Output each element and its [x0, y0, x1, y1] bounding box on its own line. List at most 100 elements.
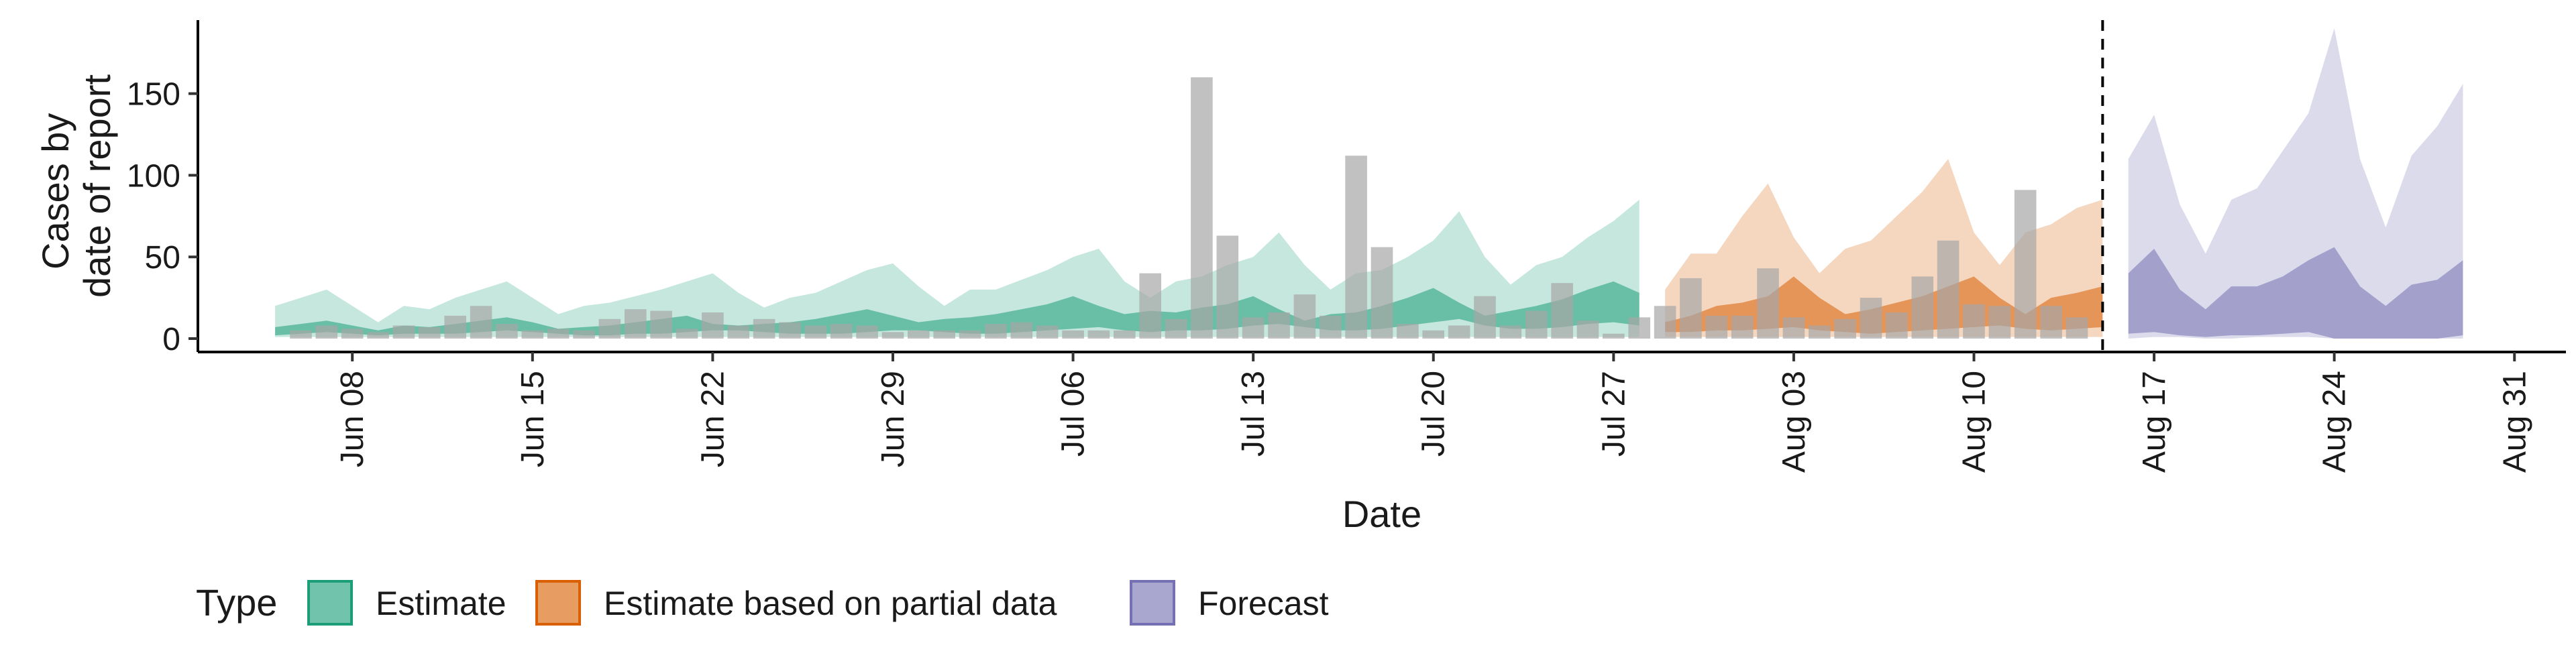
y-axis-title: Cases by date of report — [34, 74, 118, 298]
observed-cases-bar — [2040, 306, 2062, 339]
x-axis-title: Date — [1342, 493, 1421, 535]
x-axis-ticks: Jun 08 Jun 15 Jun 22 Jun 29 Jul 06 Jul 13 Jul … — [335, 352, 2532, 473]
observed-cases-bar — [1139, 273, 1161, 339]
x-tick-label: Jun 29 — [875, 371, 911, 467]
observed-cases-bar — [2014, 190, 2037, 339]
observed-cases-bar — [1576, 320, 1599, 339]
legend-key-partial — [535, 580, 581, 626]
observed-cases-bar — [1782, 317, 1805, 339]
forecast-outer-band — [2128, 28, 2463, 339]
observed-cases-bar — [650, 310, 672, 339]
observed-cases-bar — [1165, 318, 1187, 339]
observed-cases-bar — [1603, 333, 1625, 339]
observed-cases-bar — [1654, 306, 1676, 339]
observed-cases-bar — [1422, 330, 1444, 339]
observed-cases-bar — [1963, 304, 1985, 339]
observed-cases-bar — [779, 322, 801, 339]
legend: Type Estimate Estimate based on partial d… — [196, 580, 1329, 626]
observed-cases-bar — [1087, 330, 1110, 339]
observed-cases-bar — [367, 332, 389, 339]
observed-cases-bar — [419, 327, 441, 339]
x-tick-label: Aug 03 — [1776, 371, 1812, 473]
y-axis-ticks: 0 50 100 150 — [127, 77, 198, 357]
observed-cases-bar — [1809, 325, 1831, 339]
x-tick-label: Aug 17 — [2137, 371, 2172, 473]
observed-cases-bar — [1680, 278, 1702, 339]
observed-cases-bar — [1731, 315, 1754, 339]
x-tick-label: Aug 24 — [2317, 371, 2353, 473]
observed-cases-bars — [290, 77, 2088, 339]
observed-cases-bar — [1114, 330, 1136, 339]
observed-cases-bar — [985, 324, 1007, 339]
observed-cases-bar — [908, 330, 930, 339]
observed-cases-bar — [1886, 312, 1908, 339]
observed-cases-bar — [1397, 324, 1419, 339]
observed-cases-bar — [1551, 283, 1573, 339]
y-axis-title-line-2: date of report — [76, 74, 118, 298]
x-tick-label: Jul 13 — [1236, 371, 1271, 457]
x-tick-label: Jun 15 — [515, 371, 551, 467]
observed-cases-bar — [727, 325, 750, 339]
observed-cases-bar — [625, 309, 647, 339]
legend-label-partial: Estimate based on partial data — [604, 585, 1057, 622]
observed-cases-bar — [856, 325, 878, 339]
observed-cases-bar — [1010, 322, 1033, 339]
observed-cases-bar — [830, 324, 853, 339]
observed-cases-bar — [341, 329, 364, 339]
x-tick-label: Aug 10 — [1957, 371, 1992, 473]
observed-cases-bar — [1911, 276, 1934, 339]
axes — [197, 20, 2566, 353]
legend-key-estimate — [307, 580, 353, 626]
observed-cases-bar — [1242, 317, 1265, 339]
observed-cases-bar — [804, 325, 827, 339]
observed-cases-bar — [1834, 318, 1856, 339]
observed-cases-bar — [1757, 268, 1779, 339]
observed-cases-bar — [1525, 310, 1548, 339]
x-tick-label: Jul 27 — [1596, 371, 1631, 457]
observed-cases-bar — [1293, 294, 1316, 339]
x-tick-label: Jun 08 — [335, 371, 370, 467]
legend-title: Type — [196, 581, 277, 624]
observed-cases-bar — [1371, 247, 1393, 339]
observed-cases-bar — [753, 318, 775, 339]
observed-cases-bar — [1191, 77, 1213, 339]
y-axis-title-line-1: Cases by — [34, 113, 76, 270]
forecast-bands — [275, 28, 2463, 339]
observed-cases-bar — [1988, 306, 2011, 339]
observed-cases-bar — [392, 325, 415, 339]
observed-cases-bar — [547, 329, 570, 339]
x-tick-label: Jul 06 — [1056, 371, 1091, 457]
observed-cases-bar — [1216, 235, 1239, 339]
observed-cases-bar — [1705, 315, 1728, 339]
observed-cases-bar — [1628, 317, 1650, 339]
observed-cases-bar — [1345, 156, 1367, 339]
observed-cases-bar — [470, 306, 492, 339]
y-tick-label: 0 — [162, 322, 180, 357]
observed-cases-bar — [676, 329, 698, 339]
legend-label-estimate: Estimate — [376, 585, 506, 622]
observed-cases-bar — [1320, 315, 1342, 339]
observed-cases-bar — [598, 318, 621, 339]
legend-label-forecast: Forecast — [1198, 585, 1329, 622]
observed-cases-bar — [1474, 296, 1496, 339]
observed-cases-bar — [1268, 312, 1290, 339]
observed-cases-bar — [1062, 330, 1084, 339]
observed-cases-bar — [521, 330, 544, 339]
observed-cases-bar — [1499, 325, 1522, 339]
observed-cases-bar — [573, 330, 595, 339]
legend-items: Estimate Estimate based on partial data Fo… — [307, 580, 1329, 626]
observed-cases-bar — [959, 330, 981, 339]
observed-cases-bar — [1448, 325, 1470, 339]
forecast-inner-band — [2128, 247, 2463, 339]
y-tick-label: 50 — [145, 240, 180, 276]
observed-cases-bar — [702, 312, 724, 339]
observed-cases-bar — [1860, 298, 1882, 339]
observed-cases-bar — [933, 330, 955, 339]
observed-cases-bar — [881, 332, 904, 339]
observed-cases-bar — [315, 325, 338, 339]
observed-cases-bar — [444, 315, 466, 339]
y-tick-label: 150 — [127, 77, 180, 113]
legend-key-forecast — [1130, 580, 1175, 626]
observed-cases-bar — [496, 324, 518, 339]
